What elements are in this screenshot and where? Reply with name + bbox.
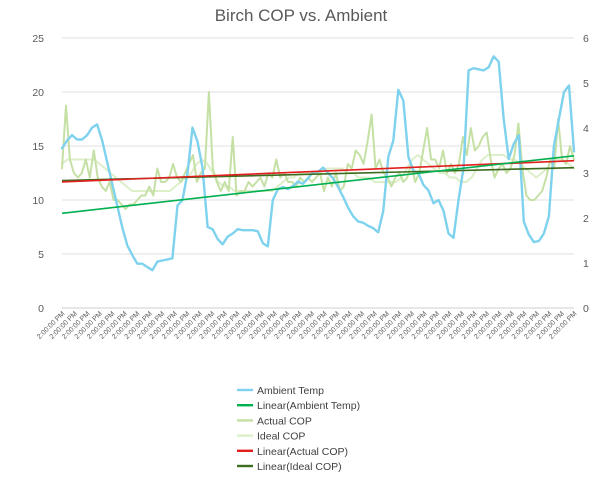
legend-item: Actual COP: [237, 415, 312, 427]
y-right-tick-label: 5: [583, 78, 589, 90]
legend-label: Actual COP: [257, 415, 312, 427]
legend-label: Linear(Ambient Temp): [257, 400, 360, 412]
trendline-linear-ambient-temp: [61, 155, 575, 215]
y-axis-left: 0 5 10 15 20 25: [32, 33, 44, 315]
y-right-tick-label: 6: [583, 33, 589, 45]
series-actual-cop: [61, 91, 575, 210]
y-right-tick-label: 0: [583, 303, 589, 315]
gridlines: [62, 37, 574, 309]
legend: Ambient Temp Linear(Ambient Temp) Actual C…: [237, 385, 360, 473]
chart-title: Birch COP vs. Ambient: [215, 6, 388, 25]
legend-label: Linear(Ideal COP): [257, 461, 342, 473]
y-left-tick-label: 0: [38, 303, 44, 315]
series-lines: [60, 55, 576, 272]
y-axis-right: 0 1 2 3 4 5 6: [583, 33, 589, 315]
legend-label: Linear(Actual COP): [257, 446, 348, 458]
y-left-tick-label: 10: [32, 195, 44, 207]
legend-item: Linear(Actual COP): [237, 446, 348, 458]
y-right-tick-label: 3: [583, 168, 589, 180]
legend-item: Linear(Ideal COP): [237, 461, 342, 473]
legend-item: Ideal COP: [237, 431, 305, 443]
y-left-tick-label: 5: [38, 249, 44, 261]
y-left-tick-label: 15: [32, 141, 44, 153]
legend-item: Linear(Ambient Temp): [237, 400, 360, 412]
y-left-tick-label: 25: [32, 33, 44, 45]
legend-label: Ambient Temp: [257, 385, 324, 397]
y-right-tick-label: 2: [583, 213, 589, 225]
trendline-linear-actual-cop: [61, 159, 575, 183]
y-right-tick-label: 4: [583, 123, 589, 135]
x-axis: 2:00:00 PM2:00:00 PM2:00:00 PM2:00:00 PM…: [36, 310, 578, 340]
legend-item: Ambient Temp: [237, 385, 324, 397]
legend-label: Ideal COP: [257, 431, 305, 443]
y-right-tick-label: 1: [583, 258, 589, 270]
y-left-tick-label: 20: [32, 87, 44, 99]
